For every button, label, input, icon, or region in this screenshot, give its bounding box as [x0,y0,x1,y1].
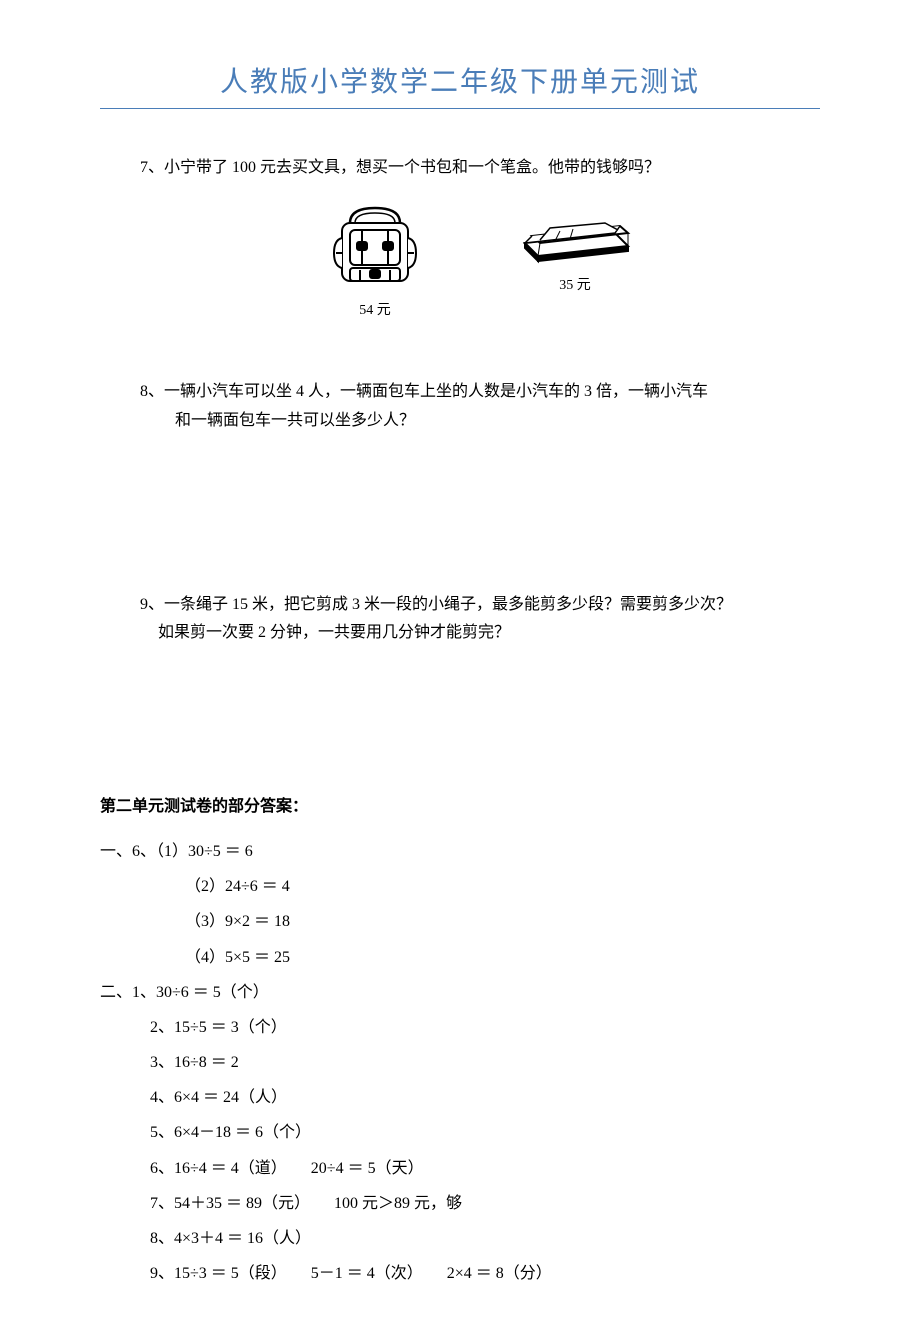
pencilcase-icon [510,198,640,268]
answer-2-2: 2、15÷5 ＝ 3（个） [100,1010,820,1045]
question-7-text: 7、小宁带了 100 元去买文具，想买一个书包和一个笔盒。他带的钱够吗？ [140,154,820,183]
pencilcase-price: 35 元 [559,273,591,298]
backpack-price: 54 元 [359,298,391,323]
answer-2-5: 5、6×4－18 ＝ 6（个） [100,1115,820,1150]
backpack-icon [320,198,430,293]
content-area: 7、小宁带了 100 元去买文具，想买一个书包和一个笔盒。他带的钱够吗？ [100,154,820,1291]
question-8-line1: 8、一辆小汽车可以坐 4 人，一辆面包车上坐的人数是小汽车的 3 倍，一辆小汽车 [140,378,820,407]
question-7-images: 54 元 [140,198,820,323]
question-8: 8、一辆小汽车可以坐 4 人，一辆面包车上坐的人数是小汽车的 3 倍，一辆小汽车… [140,378,820,436]
answers-title: 第二单元测试卷的部分答案： [100,793,820,822]
backpack-item: 54 元 [320,198,430,323]
question-9-line2: 如果剪一次要 2 分钟，一共要用几分钟才能剪完？ [140,619,820,648]
answer-1-6-4: （4）5×5 ＝ 25 [100,940,820,975]
answer-1-6-2: （2）24÷6 ＝ 4 [100,869,820,904]
question-8-line2: 和一辆面包车一共可以坐多少人？ [140,407,820,436]
answer-2-9: 9、15÷3 ＝ 5（段） 5－1 ＝ 4（次） 2×4 ＝ 8（分） [100,1256,820,1291]
answer-2-8: 8、4×3＋4 ＝ 16（人） [100,1221,820,1256]
answer-1-6-3: （3）9×2 ＝ 18 [100,904,820,939]
question-7: 7、小宁带了 100 元去买文具，想买一个书包和一个笔盒。他带的钱够吗？ [140,154,820,323]
question-9: 9、一条绳子 15 米，把它剪成 3 米一段的小绳子，最多能剪多少段？需要剪多少… [140,591,820,649]
answer-1-6-1: 一、6、（1）30÷5 ＝ 6 [100,834,820,869]
header-divider [100,108,820,109]
answer-2-1: 二、1、30÷6 ＝ 5（个） [100,975,820,1010]
answer-2-6: 6、16÷4 ＝ 4（道） 20÷4 ＝ 5（天） [100,1151,820,1186]
question-9-line1: 9、一条绳子 15 米，把它剪成 3 米一段的小绳子，最多能剪多少段？需要剪多少… [140,591,820,620]
page-title: 人教版小学数学二年级下册单元测试 [100,60,820,100]
answer-2-7: 7、54＋35 ＝ 89（元） 100 元＞89 元，够 [100,1186,820,1221]
pencilcase-item: 35 元 [510,198,640,323]
answer-2-3: 3、16÷8 ＝ 2 [100,1045,820,1080]
answer-2-4: 4、6×4 ＝ 24（人） [100,1080,820,1115]
